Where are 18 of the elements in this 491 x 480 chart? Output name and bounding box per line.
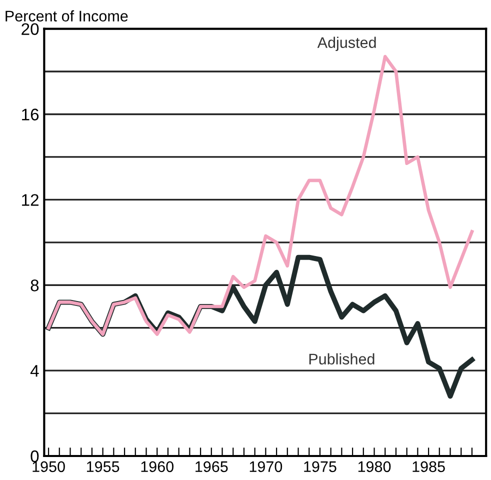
x-tick-label: 1960	[141, 461, 174, 472]
y-tick-label: 4	[30, 365, 39, 377]
x-tick-label: 1975	[304, 461, 336, 472]
y-tick-label: 16	[22, 108, 39, 120]
x-tick-label: 1980	[358, 461, 391, 472]
y-tick-label: 20	[22, 23, 39, 36]
text: Published	[309, 353, 374, 364]
x-tick-label: 1985	[412, 461, 445, 472]
x-tick-label: 1965	[196, 461, 228, 472]
x-tick-label: 1970	[250, 461, 282, 472]
y-tick-label: 8	[30, 280, 39, 292]
series-label: Adjusted	[317, 36, 376, 52]
line-series	[46, 54, 474, 336]
x-tick-label: 1950	[32, 461, 65, 472]
y-tick-label: 0	[30, 450, 39, 462]
y-axis-title: Percent of Income	[6, 10, 128, 22]
y-tick-label: 12	[22, 194, 38, 206]
x-tick-label: 1955	[86, 461, 120, 472]
